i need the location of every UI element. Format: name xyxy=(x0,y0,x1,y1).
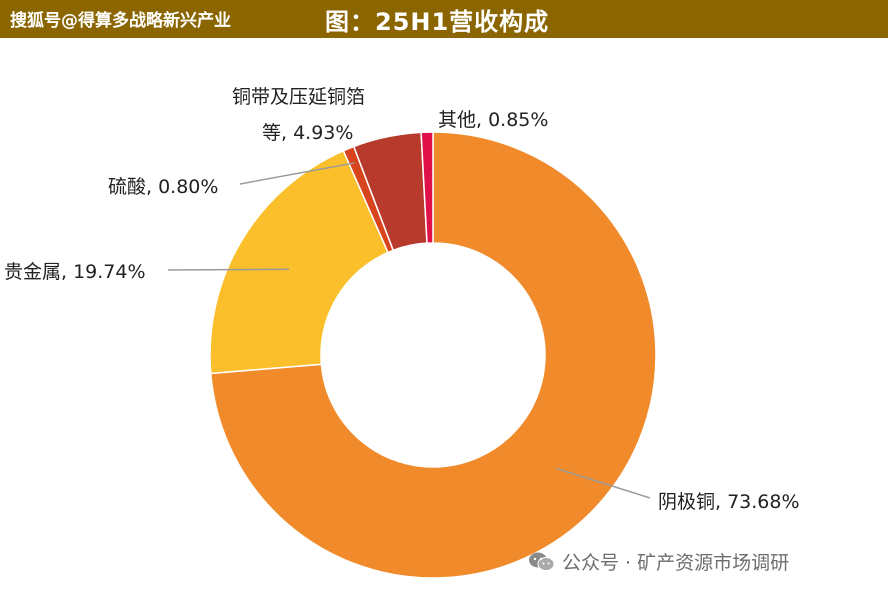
footer-text: 公众号 · 矿产资源市场调研 xyxy=(562,552,790,574)
chart-title: 图：25H1营收构成 xyxy=(325,8,550,36)
source-watermark: 搜狐号@得算多战略新兴产业 xyxy=(10,11,231,31)
leader-sulfuric-acid xyxy=(239,162,355,185)
label-sulfuric-acid: 硫酸, 0.80% xyxy=(108,176,218,198)
slice-other xyxy=(420,131,434,244)
label-copper-strip-line2: 等, 4.93% xyxy=(262,122,353,144)
header-bar: 搜狐号@得算多战略新兴产业 图：25H1营收构成 xyxy=(0,0,888,38)
leader-precious-metals xyxy=(167,268,290,271)
slice-precious-metals xyxy=(209,149,389,375)
label-precious-metals: 贵金属, 19.74% xyxy=(4,261,146,283)
footer-watermark: 公众号 · 矿产资源市场调研 xyxy=(528,548,789,575)
label-other: 其他, 0.85% xyxy=(438,109,548,131)
leader-cathode-copper xyxy=(556,467,651,499)
wechat-icon xyxy=(529,552,555,571)
slice-cathode-copper xyxy=(209,131,657,579)
label-copper-strip-line1: 铜带及压延铜箔 xyxy=(232,86,365,108)
label-cathode-copper: 阴极铜, 73.68% xyxy=(658,491,800,513)
